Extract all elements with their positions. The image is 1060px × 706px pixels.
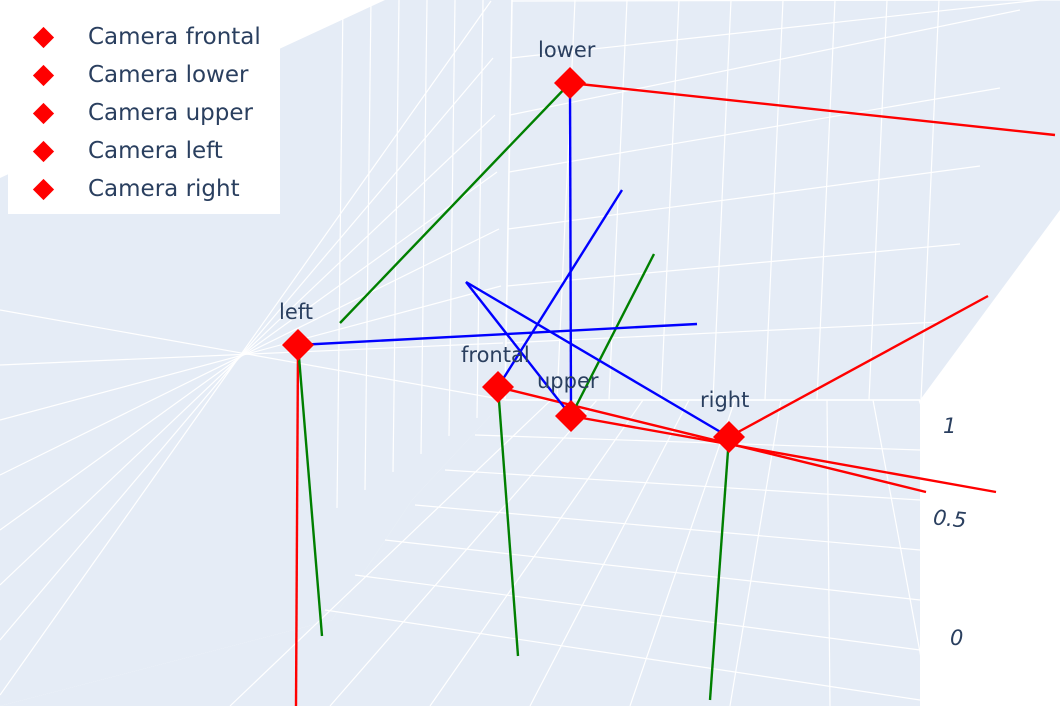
grid-line [0,309,506,401]
grid-line [476,0,484,419]
legend-item[interactable]: Camera right [8,170,280,208]
diamond-marker-icon [32,26,55,48]
back-wall-right [505,0,1060,400]
legend-item[interactable]: Camera lower [8,56,280,94]
z-axis-line [297,322,698,347]
grid-line [392,0,400,473]
z-tick-label: 1 [943,414,956,438]
y-axis-line [569,253,656,417]
grid-line [429,399,644,706]
grid-line [872,399,931,706]
grid-line [505,321,941,344]
grid-line [920,0,940,401]
y-axis-line [339,82,571,324]
grid-line [0,0,492,696]
grid-line [444,469,921,501]
y-axis-line [708,436,731,701]
grid-line [474,434,921,451]
grid-line [918,399,1031,706]
camera-marker[interactable] [482,371,514,403]
camera-label: left [279,300,313,324]
camera-marker[interactable] [555,400,587,432]
x-axis-line [294,344,300,706]
z-axis-line [568,82,573,415]
grid-line [764,0,784,401]
grid-line [448,0,456,437]
grid-line [826,399,831,706]
grid-line [529,399,690,706]
camera-marker[interactable] [713,421,745,453]
z-axis-line [465,281,572,417]
grid-line [354,574,921,651]
grid-line [556,0,576,401]
grid-line [629,399,736,706]
grid-line [0,114,496,586]
legend-item[interactable]: Camera frontal [8,18,280,56]
camera-marker[interactable] [554,67,586,99]
diamond-marker-icon [32,64,55,86]
diamond-marker-icon [32,102,55,124]
grid-line [511,0,1060,2]
grid-line [384,539,921,601]
z-axis-line [465,280,730,439]
grid-line [336,0,344,509]
legend-label: Camera frontal [88,24,261,50]
grid-line [0,285,502,421]
diamond-marker-icon [32,140,55,162]
x-axis-line [569,81,1056,137]
y-axis-line [296,344,324,637]
z-tick-label: 0 [950,626,963,650]
legend-label: Camera left [88,138,223,164]
legend-label: Camera lower [88,62,249,88]
grid-line [712,0,732,401]
grid-line [229,399,552,706]
floor-pane [0,400,920,706]
legend: Camera frontal Camera lower Camera upper… [8,12,280,214]
camera-label: frontal [461,343,530,367]
x-axis-line [728,294,989,439]
grid-line [660,0,680,401]
grid-line [507,165,981,230]
grid-line [0,57,494,641]
z-tick-label: 0.5 [932,505,968,532]
diamond-marker-icon [32,178,55,200]
grid-line [868,0,888,401]
grid-line [0,228,500,476]
grid-line [0,171,498,531]
grid-line [509,9,1021,116]
camera-label: lower [538,38,596,62]
legend-label: Camera upper [88,100,253,126]
grid-line [506,243,961,287]
legend-label: Camera right [88,176,240,202]
grid-line [329,399,598,706]
grid-line [0,342,504,366]
grid-line [816,0,836,401]
camera-marker[interactable] [282,329,314,361]
grid-line [364,0,372,491]
grid-line [414,504,921,551]
x-axis-line [570,414,997,494]
grid-line [608,0,628,401]
grid-line [510,0,1041,59]
legend-item[interactable]: Camera upper [8,94,280,132]
camera-label: upper [537,369,599,393]
grid-line [324,609,921,701]
grid-line [420,0,428,455]
z-axis-line [496,189,624,388]
y-axis-line [496,386,520,657]
camera-label: right [700,388,749,412]
grid-line [508,87,1001,173]
legend-item[interactable]: Camera left [8,132,280,170]
